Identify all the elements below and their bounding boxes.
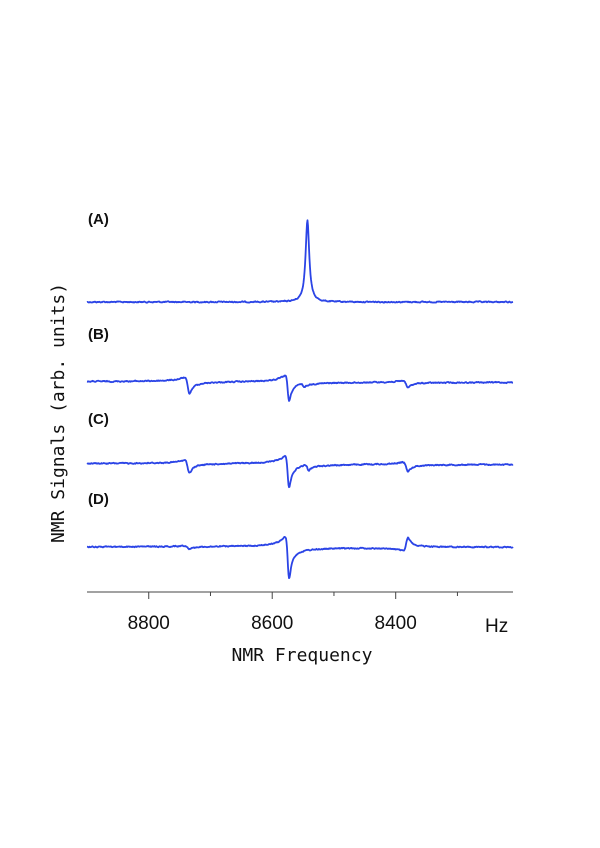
panel-label-c: (C): [88, 411, 109, 428]
x-tick-labels: 8800 8600 8400: [128, 613, 417, 634]
x-tick-label: 8600: [251, 613, 293, 634]
panel-labels: (A) (B) (C) (D): [88, 211, 109, 508]
trace-d: [86, 535, 514, 580]
traces: [86, 219, 514, 580]
trace-b: [86, 374, 514, 402]
x-axis-title: NMR Frequency: [232, 645, 373, 666]
x-tick-label: 8800: [128, 613, 170, 634]
panel-label-b: (B): [88, 326, 109, 343]
trace-a: [86, 219, 514, 304]
trace-c: [86, 454, 514, 489]
y-axis-title: NMR Signals (arb. units): [48, 283, 69, 543]
x-ticks: [148, 592, 458, 599]
panel-label-d: (D): [88, 491, 109, 508]
x-tick-label: 8400: [375, 613, 417, 634]
x-unit-label: Hz: [485, 616, 508, 637]
panel-label-a: (A): [88, 211, 109, 228]
